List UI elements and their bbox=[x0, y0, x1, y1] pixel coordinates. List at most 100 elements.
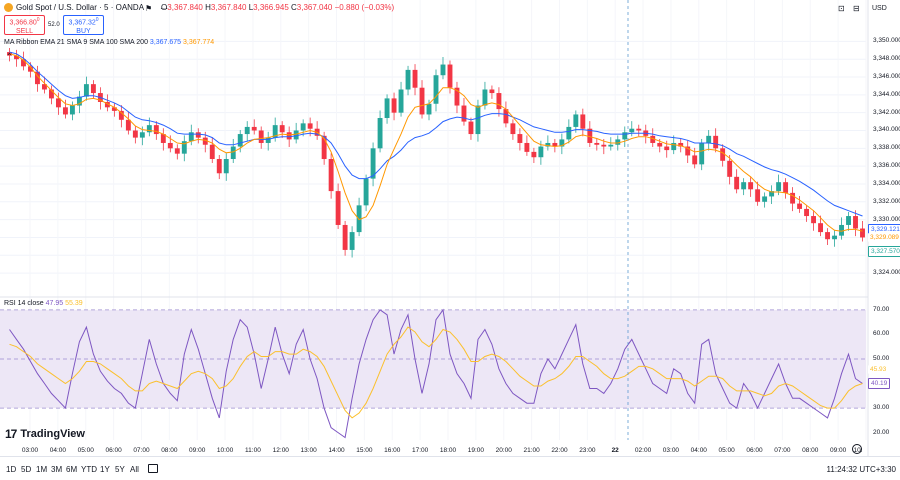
timeframe-button-1y[interactable]: 1Y bbox=[100, 465, 110, 474]
time-tick-label: 09:00 bbox=[829, 447, 847, 454]
candle-body bbox=[587, 128, 593, 143]
time-tick-label: 17:00 bbox=[411, 447, 429, 454]
candle-body bbox=[76, 96, 82, 106]
candle-body bbox=[657, 142, 663, 147]
candle-body bbox=[811, 216, 817, 224]
candle-body bbox=[146, 125, 152, 133]
time-tick-label: 12:00 bbox=[272, 447, 289, 454]
candle-body bbox=[42, 84, 47, 90]
time-tick-label: 13:00 bbox=[300, 447, 317, 454]
sma-price-tag: 3,329.089 bbox=[868, 233, 900, 242]
collapse-chevron-icon[interactable]: ⌃ bbox=[6, 52, 13, 61]
candle-body bbox=[153, 125, 159, 135]
timeframe-button-ytd[interactable]: YTD bbox=[81, 465, 97, 474]
time-tick-label: 09:00 bbox=[189, 447, 206, 454]
time-tick-label: 04:00 bbox=[690, 447, 707, 454]
price-tick-label: 3,350.000 bbox=[873, 37, 900, 45]
candle-body bbox=[237, 134, 243, 147]
candle-body bbox=[804, 208, 810, 217]
time-tick-label: 23:00 bbox=[579, 447, 596, 454]
candle-body bbox=[545, 142, 551, 147]
candle-body bbox=[118, 110, 124, 120]
candle-body bbox=[160, 134, 166, 143]
candle-body bbox=[83, 84, 89, 97]
timeframe-button-3m[interactable]: 3M bbox=[51, 465, 63, 474]
price-tick-label: 3,336.000 bbox=[873, 162, 900, 170]
price-tick-label: 3,330.000 bbox=[873, 215, 900, 223]
candle-body bbox=[321, 135, 327, 160]
candle-body bbox=[468, 121, 474, 135]
price-tick-label: 3,324.000 bbox=[873, 269, 900, 277]
candle-body bbox=[132, 130, 138, 138]
candle-body bbox=[419, 87, 425, 115]
candle-body bbox=[167, 142, 173, 149]
settings-gear-icon[interactable] bbox=[852, 444, 862, 454]
candle-body bbox=[818, 223, 823, 233]
candle-body bbox=[475, 105, 481, 135]
timeframe-button-6m[interactable]: 6M bbox=[66, 465, 78, 474]
clock[interactable]: 11:24:32 UTC+3:30 bbox=[826, 465, 896, 474]
timeframe-button-all[interactable]: All bbox=[130, 465, 139, 474]
candle-body bbox=[391, 98, 397, 113]
symbol-title[interactable]: Gold Spot / U.S. Dollar · 5 · OANDA bbox=[16, 3, 145, 12]
candle-body bbox=[426, 103, 432, 115]
candle-body bbox=[503, 109, 509, 124]
time-tick-label: 07:00 bbox=[133, 447, 150, 454]
price-tick-label: 3,340.000 bbox=[873, 126, 900, 134]
rsi-legend[interactable]: RSI 14 close 47.95 55.39 bbox=[4, 300, 83, 307]
timeframe-button-1m[interactable]: 1M bbox=[36, 465, 48, 474]
candle-body bbox=[356, 205, 362, 233]
price-tick-label: 3,342.000 bbox=[873, 108, 900, 116]
candle-body bbox=[230, 146, 236, 160]
candle-body bbox=[720, 148, 726, 161]
candle-body bbox=[489, 89, 495, 94]
time-tick-label: 05:00 bbox=[77, 447, 94, 454]
buy-button[interactable]: 3,367.320 BUY bbox=[63, 15, 104, 35]
candle-body bbox=[776, 182, 782, 192]
rsi-band-lines bbox=[0, 309, 866, 409]
time-tick-label: 20:00 bbox=[495, 447, 512, 454]
ohlc-values: O3,367.840 H3,367.840 L3,366.945 C3,367.… bbox=[161, 3, 395, 12]
candle-body bbox=[580, 114, 586, 129]
candle-body bbox=[559, 139, 565, 147]
candle-body bbox=[846, 216, 851, 225]
calendar-icon[interactable] bbox=[148, 464, 158, 473]
candle-body bbox=[790, 192, 796, 204]
candle-body bbox=[692, 155, 698, 165]
tradingview-mark-icon: 17 bbox=[5, 427, 17, 441]
candle-body bbox=[706, 135, 712, 143]
price-tick-label: 3,338.000 bbox=[873, 144, 900, 152]
candle-body bbox=[188, 132, 194, 142]
candle-body bbox=[608, 144, 614, 147]
collapse-icon[interactable]: ⊟ bbox=[853, 4, 860, 13]
tradingview-logo[interactable]: 17 TradingView bbox=[5, 427, 85, 441]
candle-body bbox=[552, 142, 558, 147]
candle-body bbox=[832, 235, 837, 240]
more-dots-icon[interactable]: ··· bbox=[160, 4, 168, 13]
timeframe-button-5y[interactable]: 5Y bbox=[115, 465, 125, 474]
candle-body bbox=[440, 64, 446, 76]
expand-icon[interactable]: ⊡ bbox=[838, 4, 845, 13]
chart-canvas[interactable] bbox=[0, 0, 900, 456]
time-tick-label: 03:00 bbox=[21, 447, 39, 454]
rsi-line bbox=[9, 308, 863, 439]
time-tick-label: 14:00 bbox=[328, 447, 345, 454]
candle-body bbox=[209, 144, 215, 160]
currency-label[interactable]: USD bbox=[872, 5, 887, 12]
candle-body bbox=[517, 134, 523, 143]
candle-body bbox=[300, 123, 306, 131]
candle-body bbox=[412, 69, 418, 88]
candle-body bbox=[510, 123, 516, 135]
candle-body bbox=[853, 216, 858, 229]
candle-body bbox=[741, 182, 747, 190]
candle-body bbox=[685, 146, 691, 156]
price-tick-label: 3,334.000 bbox=[873, 179, 900, 187]
time-tick-label: 08:00 bbox=[802, 447, 819, 454]
ma-ribbon-legend[interactable]: MA Ribbon EMA 21 SMA 9 SMA 100 SMA 200 3… bbox=[4, 39, 215, 46]
time-tick-label: 22 bbox=[611, 447, 619, 454]
sell-button[interactable]: 3,366.800 SELL bbox=[4, 15, 45, 35]
candle-body bbox=[755, 189, 761, 202]
timeframe-button-5d[interactable]: 5D bbox=[21, 465, 32, 474]
timeframe-button-1d[interactable]: 1D bbox=[6, 465, 17, 474]
flag-icon[interactable]: ⚑ bbox=[145, 4, 153, 13]
